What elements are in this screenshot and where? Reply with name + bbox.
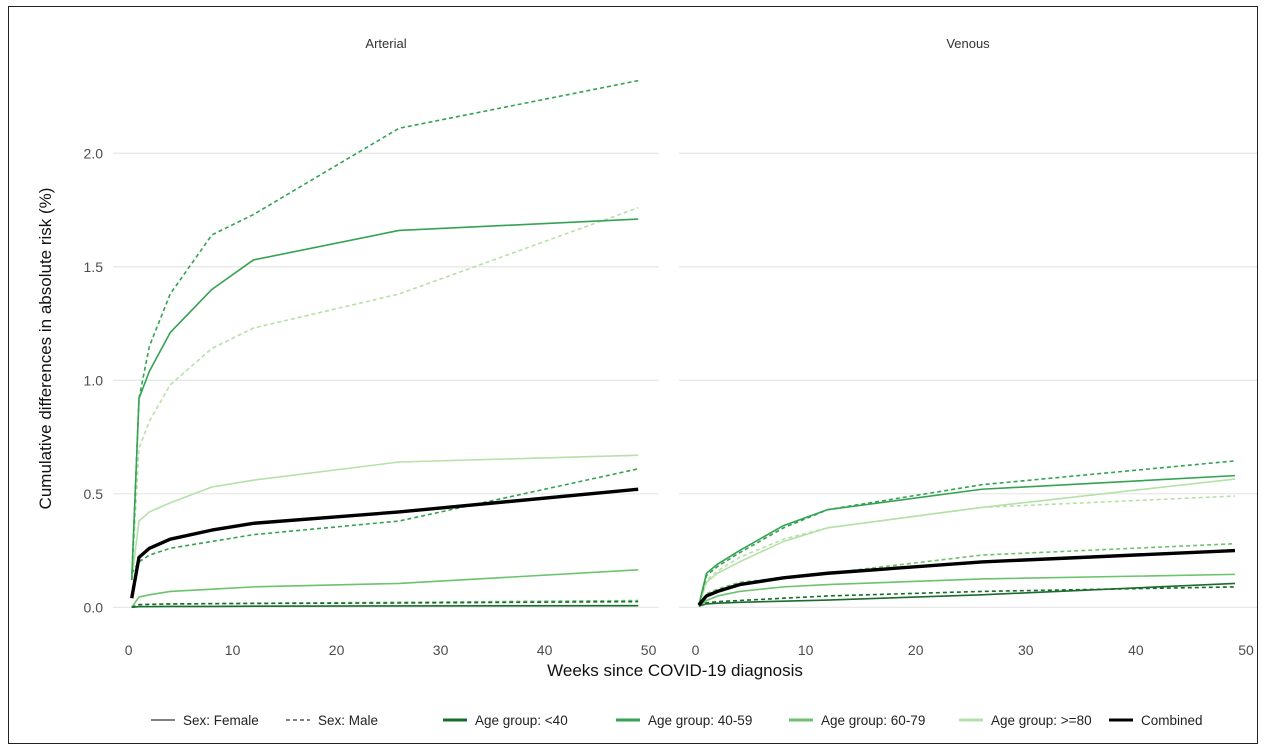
x-tick-label: 40 (1128, 642, 1144, 658)
x-tick-label: 20 (329, 642, 345, 658)
series-line-age_40_59-male (698, 460, 1236, 606)
series-line-age_lt40-female (131, 604, 639, 609)
panel-title: Venous (946, 36, 990, 51)
x-tick-label: 50 (641, 642, 657, 658)
figure-frame: Arterial 0 10 20 30 40 50 0.0 0.5 1.0 1.5 2.0 Venous… (8, 6, 1258, 744)
legend-label: Age group: <40 (475, 713, 568, 728)
x-tick-label: 0 (692, 642, 700, 658)
x-tick-label: 30 (1018, 642, 1034, 658)
legend-item-sex_female: Sex: Female (151, 713, 259, 728)
x-axis-title: Weeks since COVID-19 diagnosis (547, 661, 803, 680)
legend-label: Sex: Male (318, 713, 378, 728)
y-tick-label: 1.5 (84, 259, 104, 275)
panel-arterial: Arterial 0 10 20 30 40 50 0.0 0.5 1.0 1.5 2.0 (84, 36, 659, 658)
legend-item-age_lt40: Age group: <40 (443, 713, 568, 728)
x-tick-label: 30 (433, 642, 449, 658)
legend-item-age_60_79: Age group: 60-79 (789, 713, 925, 728)
legend-item-combined: Combined (1109, 713, 1203, 728)
panel-venous: Venous 0 10 20 30 40 50 (679, 36, 1257, 658)
legend-label: Age group: 40-59 (648, 713, 752, 728)
series-line-combined-female (697, 548, 1236, 607)
x-tick-label: 20 (908, 642, 924, 658)
legend-label: Combined (1141, 713, 1203, 728)
y-axis-title: Cumulative differences in absolute risk … (36, 188, 55, 510)
chart: Arterial 0 10 20 30 40 50 0.0 0.5 1.0 1.5 2.0 Venous… (36, 36, 1257, 728)
series-line-age_lt40-female (698, 582, 1236, 607)
y-tick-label: 1.0 (84, 372, 104, 388)
y-tick-label: 0.5 (84, 486, 104, 502)
panel-title: Arterial (365, 36, 406, 51)
legend-item-age_ge80: Age group: >=80 (959, 713, 1092, 728)
series-line-age_40_59-male (130, 79, 639, 581)
legend-label: Sex: Female (183, 713, 259, 728)
legend: Sex: Female Sex: Male Age group: <40 Age gr… (151, 713, 1203, 728)
series-line-age_ge80-female (698, 478, 1236, 606)
legend-label: Age group: 60-79 (821, 713, 925, 728)
series-line-age_40_59-female (130, 218, 639, 581)
series-line-age_lt40-male (698, 586, 1235, 607)
x-tick-label: 50 (1238, 642, 1254, 658)
series-line-combined-female (130, 487, 639, 599)
series-line-age_lt40-male (131, 600, 639, 609)
legend-item-sex_male: Sex: Male (286, 713, 378, 728)
x-tick-label: 10 (225, 642, 241, 658)
y-tick-label: 0.0 (84, 599, 104, 615)
legend-item-age_40_59: Age group: 40-59 (616, 713, 752, 728)
series-line-age_ge80-male (130, 206, 639, 581)
x-tick-label: 10 (798, 642, 814, 658)
y-tick-label: 2.0 (84, 145, 104, 161)
x-tick-label: 40 (537, 642, 553, 658)
x-tick-label: 0 (125, 642, 133, 658)
series-line-age_40_59-male (131, 468, 639, 574)
series-line-age_60_79-female (698, 573, 1235, 607)
series-line-age_40_59-female (698, 474, 1236, 606)
legend-label: Age group: >=80 (991, 713, 1092, 728)
series-line-age_ge80-female (130, 454, 639, 581)
series-line-age_60_79-female (131, 569, 639, 608)
